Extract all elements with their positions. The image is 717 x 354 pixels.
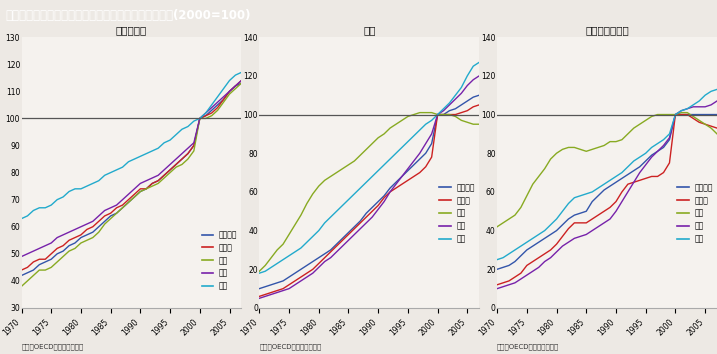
Legend: フランス, ドイツ, 日本, 英国, 米国: フランス, ドイツ, 日本, 英国, 米国: [201, 230, 237, 291]
Text: 図表３：主要国の生産性、賃金、単位労働コスト推移(2000=100): 図表３：主要国の生産性、賃金、単位労働コスト推移(2000=100): [6, 8, 251, 22]
Text: 出所：OECD、民者リサーチ: 出所：OECD、民者リサーチ: [497, 343, 559, 350]
Title: 賃金: 賃金: [363, 25, 376, 35]
Title: 労働生産性: 労働生産性: [116, 25, 147, 35]
Text: 出所：OECD、民者リサーチ: 出所：OECD、民者リサーチ: [22, 343, 84, 350]
Text: 出所：OECD、民者リサーチ: 出所：OECD、民者リサーチ: [260, 343, 321, 350]
Title: 単位労働コスト: 単位労働コスト: [585, 25, 629, 35]
Legend: フランス, ドイツ, 日本, 英国, 米国: フランス, ドイツ, 日本, 英国, 米国: [440, 183, 475, 243]
Legend: フランス, ドイツ, 日本, 英国, 米国: フランス, ドイツ, 日本, 英国, 米国: [677, 183, 713, 243]
